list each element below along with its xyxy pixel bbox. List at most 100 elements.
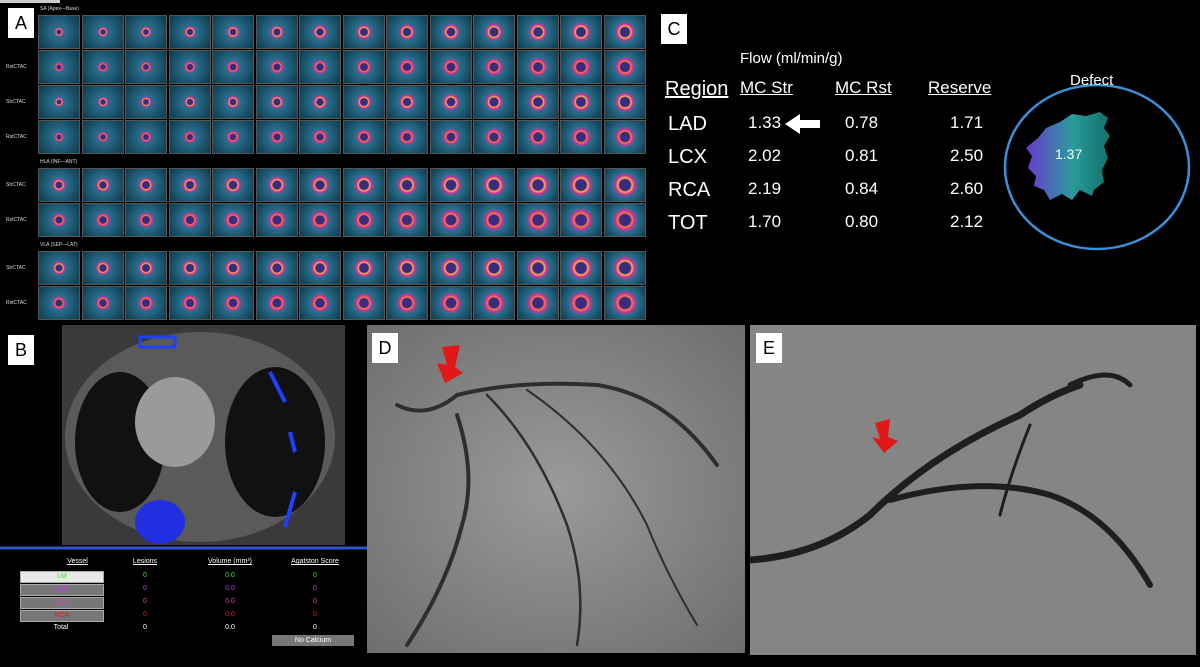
image-tile: [168, 203, 211, 237]
image-tile: [255, 251, 298, 285]
vessel: LAD: [20, 584, 104, 596]
slider: [0, 0, 60, 1]
region: LAD: [668, 113, 707, 135]
image-tile: [386, 85, 428, 119]
image-tile: [560, 15, 602, 49]
cell: 0.0: [225, 585, 235, 592]
image-tile: [603, 286, 646, 320]
cell: 0: [143, 611, 147, 618]
cell: 0: [143, 572, 147, 579]
image-tile: [299, 251, 341, 285]
flow-title: Flow (ml/min/g): [740, 50, 843, 67]
image-tile: [168, 50, 211, 84]
image-tile: [299, 85, 341, 119]
image-tile: [38, 85, 80, 119]
image-tile: [299, 286, 341, 320]
cell: 0: [313, 624, 317, 631]
image-tile: [386, 120, 428, 154]
image-tile: [560, 85, 602, 119]
view-title: SA (Apex—Base): [40, 6, 79, 12]
image-tile: [342, 203, 385, 237]
image-tile: [516, 203, 559, 237]
image-tile: [473, 286, 515, 320]
image-tile: [386, 15, 428, 49]
arrow: [785, 114, 820, 134]
image-tile: [386, 203, 428, 237]
image-tile: [125, 15, 167, 49]
flow-value: 2.50: [950, 146, 984, 165]
image-tile: [516, 120, 559, 154]
image-tile: [560, 50, 602, 84]
cell: 0.0: [225, 572, 235, 579]
image-tile: [299, 120, 341, 154]
image-tile: [81, 286, 124, 320]
image-tile: [560, 120, 602, 154]
image-tile: [429, 120, 472, 154]
image-tile: [560, 168, 602, 202]
column-header: Vessel: [67, 558, 88, 565]
angiogram-e: [750, 325, 1196, 655]
image-tile: [168, 85, 211, 119]
image-tile: [38, 251, 80, 285]
row-label: StrCTAC: [6, 265, 26, 271]
flow-value: 2.12: [950, 212, 984, 231]
image-tile: [81, 15, 124, 49]
panel-label: C: [661, 14, 687, 44]
image-tile: [516, 251, 559, 285]
cell: 0.0: [225, 611, 235, 618]
image-tile: [81, 251, 124, 285]
image-tile: [603, 168, 646, 202]
image-tile: [429, 15, 472, 49]
image-tile: [38, 286, 80, 320]
cell: 0: [143, 624, 147, 631]
status-button[interactable]: No Calcium: [272, 635, 354, 646]
image-tile: [429, 50, 472, 84]
image-tile: [255, 286, 298, 320]
image-tile: [255, 15, 298, 49]
image-tile: [429, 286, 472, 320]
image-tile: [212, 50, 254, 84]
image-tile: [473, 203, 515, 237]
image-tile: [212, 85, 254, 119]
image-tile: [212, 15, 254, 49]
column-header: MC Rst: [835, 78, 892, 97]
image-tile: [386, 168, 428, 202]
polar-outline: [1003, 83, 1191, 251]
polar-title: Defect: [1070, 72, 1114, 89]
image-tile: [473, 15, 515, 49]
image-tile: [38, 120, 80, 154]
vessel: RCA: [20, 610, 104, 622]
cell: 0: [313, 572, 317, 579]
flow-value: 0.81: [845, 146, 879, 165]
image-tile: [603, 203, 646, 237]
view-title: HLA (INF—ANT): [40, 159, 78, 165]
panel-label: D: [372, 333, 398, 363]
image-tile: [125, 203, 167, 237]
image-tile: [603, 15, 646, 49]
region: TOT: [668, 212, 708, 234]
image-tile: [255, 203, 298, 237]
image-tile: [342, 120, 385, 154]
image-tile: [255, 85, 298, 119]
vessel: LM: [20, 571, 104, 583]
image-tile: [38, 15, 80, 49]
cell: 0: [143, 598, 147, 605]
image-tile: [299, 50, 341, 84]
flow-value: 1.33: [748, 113, 782, 132]
image-tile: [342, 15, 385, 49]
image-tile: [603, 85, 646, 119]
column-header: Reserve: [928, 78, 992, 97]
image-tile: [473, 120, 515, 154]
image-tile: [212, 168, 254, 202]
image-tile: [386, 50, 428, 84]
polar-map: [1026, 112, 1110, 200]
image-tile: [255, 168, 298, 202]
image-tile: [386, 286, 428, 320]
image-tile: [386, 251, 428, 285]
image-tile: [603, 251, 646, 285]
image-tile: [603, 50, 646, 84]
image-tile: [429, 168, 472, 202]
column-header: Agatston Score: [291, 558, 339, 565]
image-tile: [429, 251, 472, 285]
